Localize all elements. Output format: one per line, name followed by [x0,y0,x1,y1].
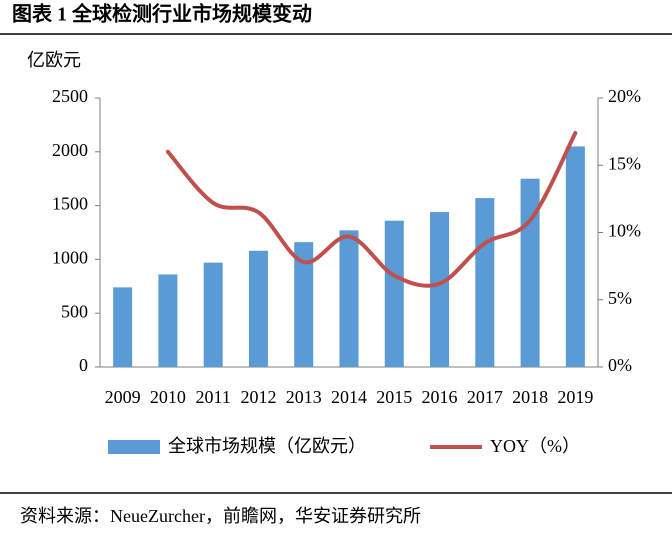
y-tick-label: 500 [61,301,88,321]
y2-tick-label: 0% [608,355,632,375]
x-tick-label: 2019 [557,387,593,407]
legend-label: YOY（%） [490,436,580,456]
x-tick-label: 2013 [286,387,322,407]
bar [384,220,404,367]
source: 资料来源：NeueZurcher，前瞻网，华安证券研究所 [20,506,421,526]
chart-title: 图表 1 全球检测行业市场规模变动 [12,2,312,26]
bar [294,242,314,367]
y-tick-label: 2500 [52,86,88,106]
bar [158,274,178,367]
bar [113,287,133,367]
y-tick-label: 1500 [52,194,88,214]
bar [430,212,450,367]
x-tick-label: 2017 [467,387,503,407]
x-tick-label: 2009 [105,387,141,407]
bar [339,230,359,367]
y-tick-label: 0 [79,355,88,375]
x-tick-label: 2011 [196,387,231,407]
x-tick-label: 2012 [240,387,276,407]
x-tick-label: 2016 [422,387,458,407]
y-axis-label: 亿欧元 [27,50,81,70]
legend-swatch [108,440,160,454]
bar [203,262,223,367]
x-tick-label: 2010 [150,387,186,407]
y-tick-label: 1000 [52,248,88,268]
bar [248,250,268,367]
x-tick-label: 2014 [331,387,367,407]
bar [565,146,585,367]
y-tick-label: 2000 [52,140,88,160]
x-tick-label: 2018 [512,387,548,407]
legend-label: 全球市场规模（亿欧元） [168,436,366,456]
y2-tick-label: 20% [608,86,641,106]
y2-tick-label: 15% [608,153,641,173]
bar [475,198,495,367]
y2-tick-label: 5% [608,288,632,308]
x-tick-label: 2015 [376,387,412,407]
line [165,130,578,288]
y2-tick-label: 10% [608,221,641,241]
